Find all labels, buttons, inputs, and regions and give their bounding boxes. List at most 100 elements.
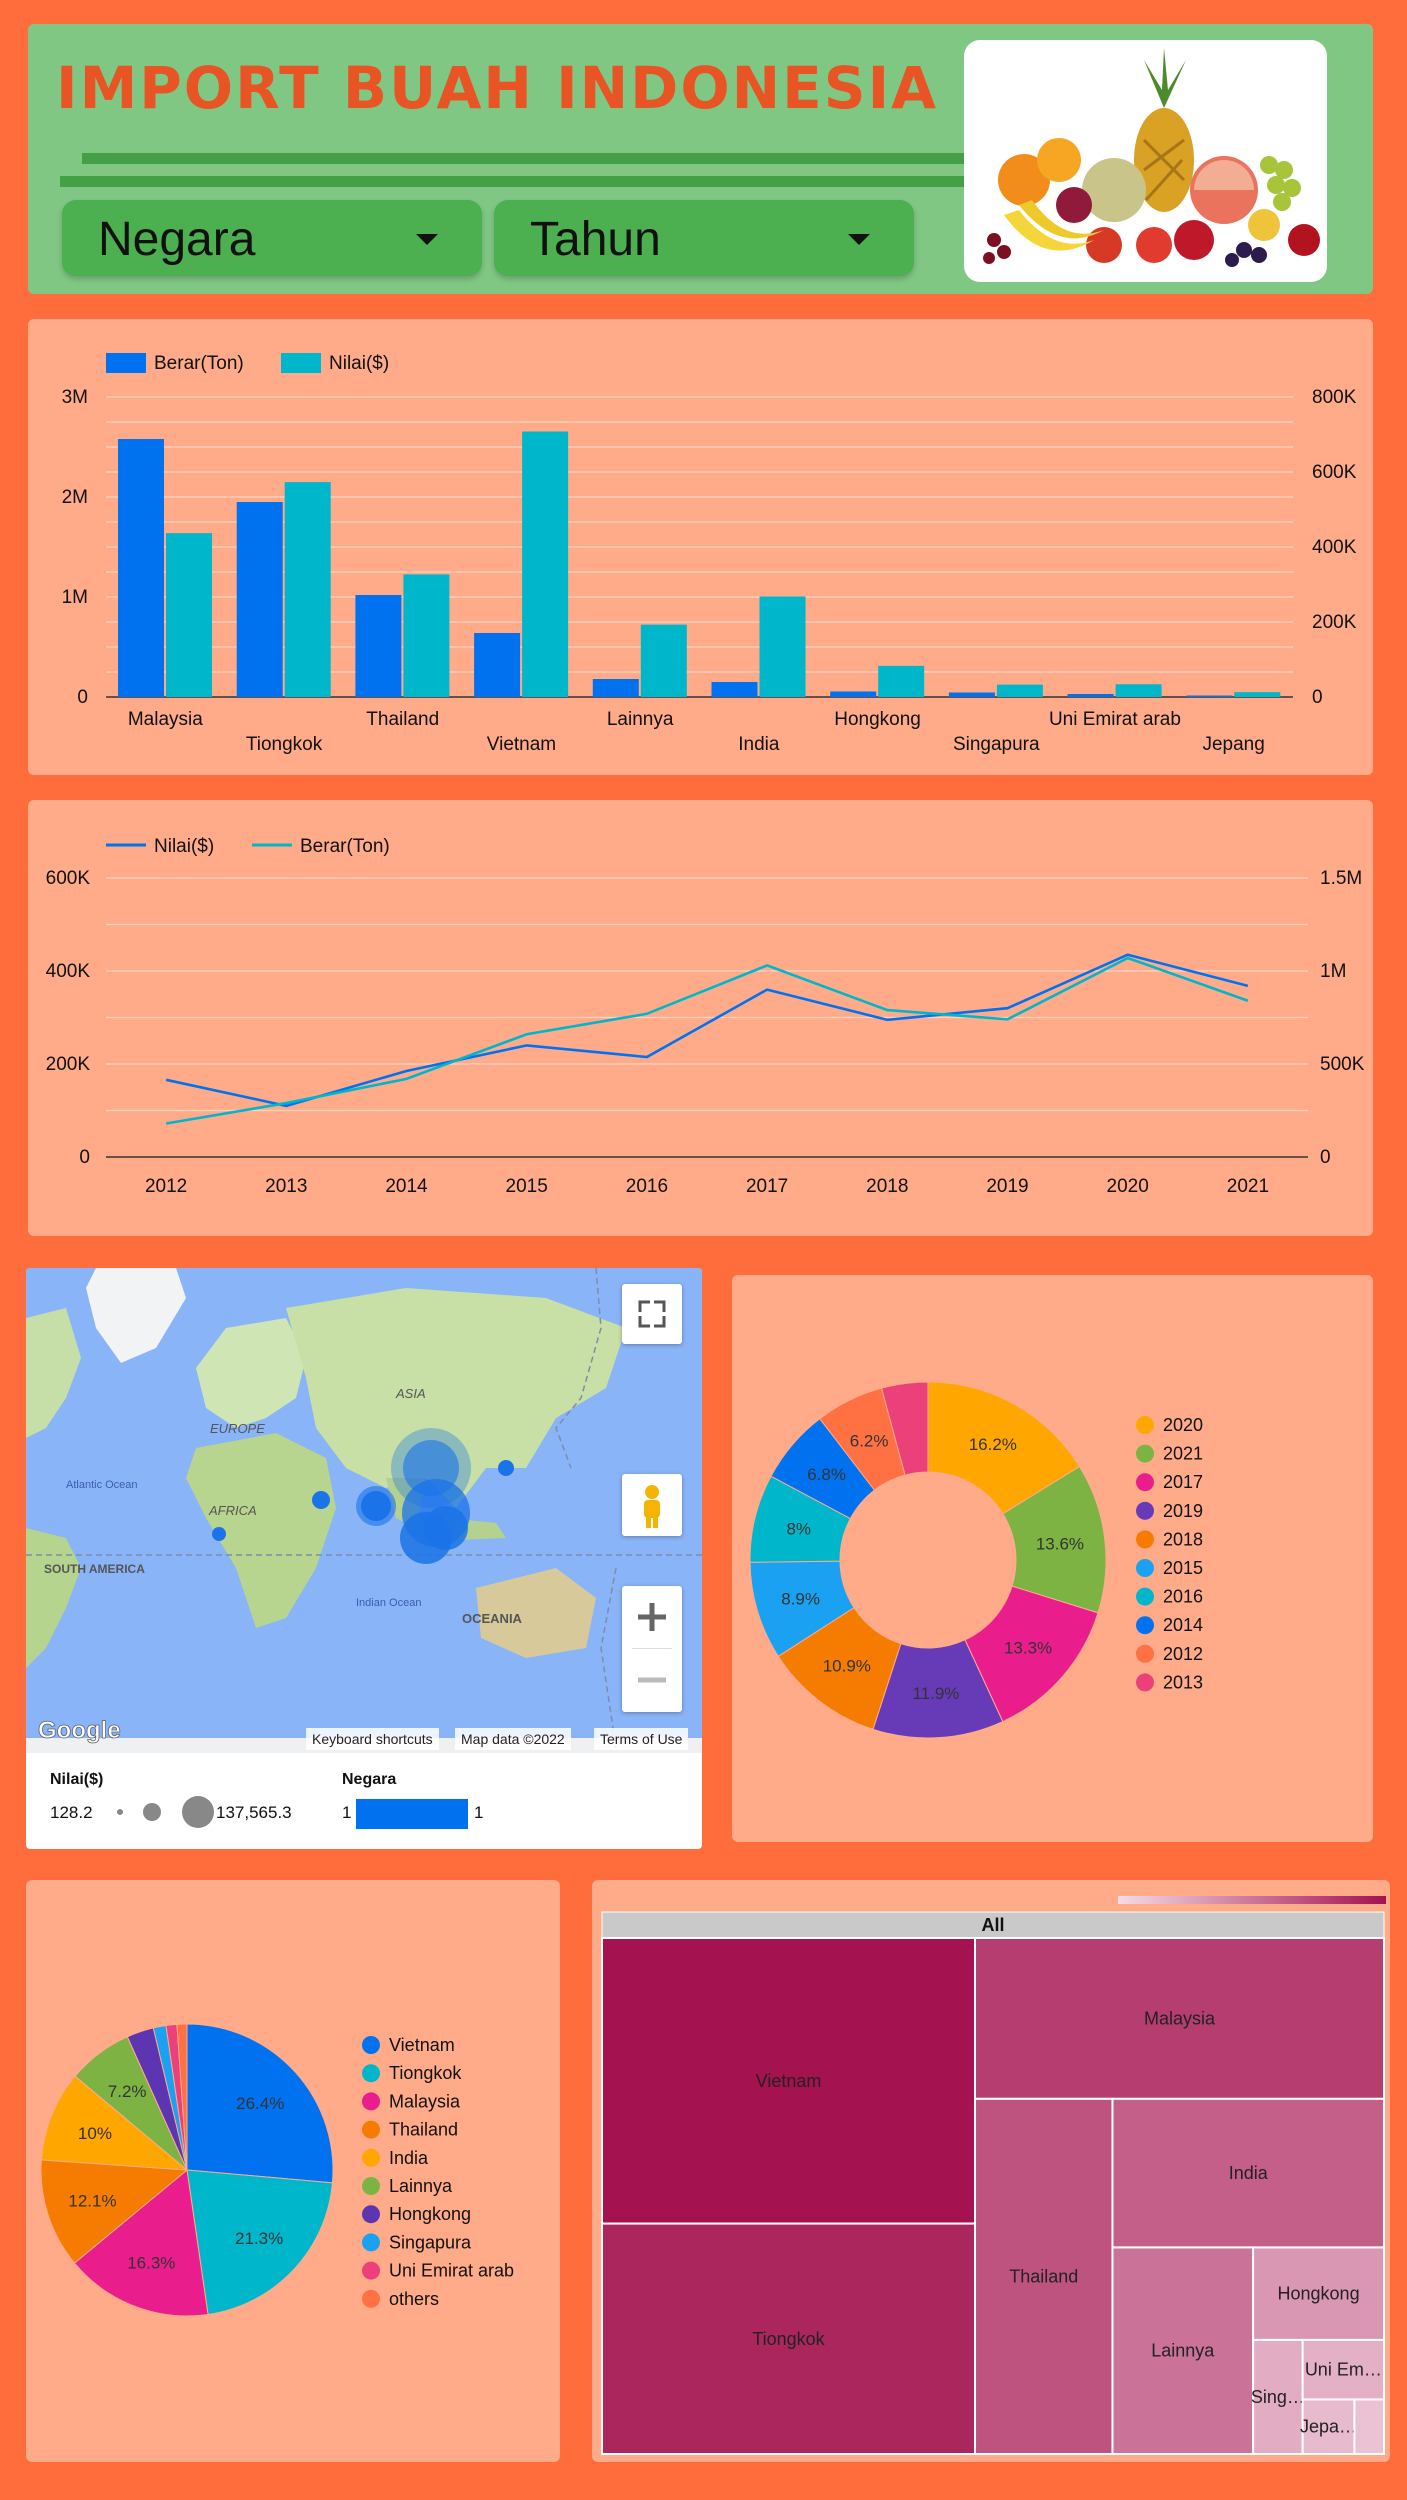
x-tick-label: 2015 <box>506 1176 548 1197</box>
color-legend-max: 1 <box>474 1803 484 1822</box>
y-left-tick-label: 200K <box>46 1054 91 1075</box>
chevron-down-icon <box>416 234 438 245</box>
y-right-tick-label: 500K <box>1320 1054 1365 1075</box>
donut-legend-label: 2015 <box>1163 1558 1203 1578</box>
donut-legend-swatch <box>1136 1559 1154 1577</box>
pie-legend-label: Singapura <box>389 2232 472 2252</box>
pie-legend-label: Vietnam <box>389 2035 455 2055</box>
legend-swatch-nilai <box>281 353 321 373</box>
country-filter-dropdown[interactable]: Negara <box>62 200 482 276</box>
treemap-root-label: All <box>981 1915 1004 1935</box>
bar-chart-panel: Berar(Ton) Nilai($) 0 1M 2M 3M 0 200K 400K 600K 80… <box>28 319 1373 775</box>
zoom-control <box>622 1586 682 1712</box>
y-right-tick-label: 0 <box>1320 1147 1331 1168</box>
pie-data-label: 16.3% <box>127 2254 175 2273</box>
zoom-in-button[interactable] <box>622 1586 682 1648</box>
year-donut-panel: 16.2% 13.6% 13.3% 11.9% 10.9% 8.9% 8% 6.8% 6.2% 2… <box>732 1275 1373 1842</box>
bar-nilai-jepang <box>1234 692 1281 697</box>
donut-legend-label: 2013 <box>1163 1672 1203 1692</box>
treemap-cell-label: Hongkong <box>1278 2284 1360 2304</box>
x-tick-label: Malaysia <box>128 709 203 730</box>
treemap-cell-label: Malaysia <box>1144 2008 1216 2028</box>
bar-nilai-singapura <box>996 684 1043 697</box>
color-legend-bar <box>356 1799 468 1829</box>
donut-legend-swatch <box>1136 1444 1154 1463</box>
size-legend-title: Nilai($) <box>50 1771 104 1788</box>
donut-data-label: 13.3% <box>1004 1639 1052 1658</box>
y-left-tick-label: 400K <box>46 961 91 982</box>
donut-data-label: 6.2% <box>850 1432 889 1451</box>
bar-nilai-tiongkok <box>284 482 331 697</box>
pie-legend-label: Malaysia <box>389 2091 461 2111</box>
fullscreen-button[interactable] <box>622 1284 682 1344</box>
plus-icon <box>638 1603 666 1631</box>
legend-label-nilai: Nilai($) <box>329 353 389 374</box>
pie-legend-swatch <box>362 2289 380 2308</box>
bar-berar-india <box>711 682 758 697</box>
x-tick-label: Vietnam <box>487 734 556 755</box>
series-line-nilai <box>165 953 1249 1108</box>
pie-legend-label: Hongkong <box>389 2204 471 2224</box>
treemap-cell-label: Uni Em… <box>1305 2360 1382 2380</box>
x-tick-label: 2018 <box>866 1176 908 1197</box>
y-left-tick-label: 1M <box>62 587 88 608</box>
bar-berar-singapura <box>948 692 995 697</box>
pie-data-label: 26.4% <box>236 2094 284 2113</box>
country-treemap: All Vietnam Tiongkok Malaysia Thailand India L… <box>601 1896 1386 2456</box>
pie-data-label: 12.1% <box>68 2191 116 2210</box>
donut-data-label: 11.9% <box>912 1684 959 1703</box>
zoom-out-button[interactable] <box>622 1649 682 1711</box>
map-label-asia: ASIA <box>395 1386 426 1401</box>
keyboard-shortcuts-link[interactable]: Keyboard shortcuts <box>306 1728 439 1750</box>
bar-berar-malaysia <box>118 439 164 697</box>
street-view-button[interactable] <box>622 1474 682 1536</box>
donut-legend-label: 2016 <box>1163 1587 1203 1607</box>
map-label-oceania: OCEANIA <box>462 1611 523 1626</box>
terms-of-use-link[interactable]: Terms of Use <box>594 1728 689 1750</box>
x-tick-label: 2021 <box>1227 1176 1269 1197</box>
donut-legend-label: 2020 <box>1163 1415 1203 1435</box>
y-left-tick-label: 3M <box>62 387 88 408</box>
legend-label-berar: Berar(Ton) <box>300 836 390 857</box>
bar-chart: Berar(Ton) Nilai($) 0 1M 2M 3M 0 200K 400K 600K 80… <box>62 353 1357 755</box>
world-map[interactable]: EUROPE ASIA AFRICA SOUTH AMERICA Atlanti… <box>26 1268 702 1753</box>
pie-legend-label: Lainnya <box>389 2176 453 2196</box>
map-data-attribution: Map data ©2022 <box>455 1728 571 1750</box>
treemap-cell <box>1301 2338 1385 2401</box>
donut-data-label: 10.9% <box>823 1656 871 1675</box>
pie-data-label: 21.3% <box>235 2229 283 2248</box>
bar-nilai-hongkong <box>878 665 925 697</box>
treemap-cell <box>1353 2398 1385 2455</box>
treemap-cell <box>1111 2246 1255 2456</box>
treemap-cell <box>974 1937 1385 2100</box>
donut-data-label: 6.8% <box>807 1465 846 1484</box>
pegman-icon <box>644 1485 660 1528</box>
pie-legend-label: others <box>389 2289 439 2309</box>
pie-legend-label: Thailand <box>389 2120 458 2140</box>
donut-legend-swatch <box>1136 1673 1154 1692</box>
pie-legend-swatch <box>362 2064 380 2083</box>
y-left-tick-label: 600K <box>46 868 91 889</box>
donut-legend-swatch <box>1136 1587 1154 1606</box>
pie-slice-vietnam <box>186 2023 334 2184</box>
country-filter-label: Negara <box>98 213 256 266</box>
pie-slice-malaysia <box>73 2169 209 2317</box>
y-right-tick-label: 0 <box>1312 687 1323 708</box>
treemap-cell-label: Lainnya <box>1151 2341 1215 2361</box>
donut-slice-2013 <box>880 1381 929 1476</box>
donut-data-label: 13.6% <box>1036 1534 1084 1553</box>
year-filter-label: Tahun <box>530 213 661 266</box>
x-tick-label: 2017 <box>746 1176 788 1197</box>
treemap-cell-label: Sing… <box>1251 2387 1305 2407</box>
bar-nilai-lainnya <box>640 624 687 697</box>
donut-legend-swatch <box>1136 1530 1154 1549</box>
year-filter-dropdown[interactable]: Tahun <box>494 200 914 276</box>
country-pie-chart: 26.4% 21.3% 16.3% 12.1% 10% 7.2% Vietnam Tiongk… <box>40 2023 514 2317</box>
donut-legend-label: 2018 <box>1163 1529 1203 1549</box>
donut-slice-2020 <box>927 1381 1081 1515</box>
donut-legend-label: 2012 <box>1163 1644 1203 1664</box>
map-label-atlantic: Atlantic Ocean <box>66 1479 138 1491</box>
x-tick-label: Lainnya <box>607 709 674 730</box>
x-tick-label: Singapura <box>953 734 1040 755</box>
pie-legend-label: Uni Emirat arab <box>389 2261 514 2281</box>
